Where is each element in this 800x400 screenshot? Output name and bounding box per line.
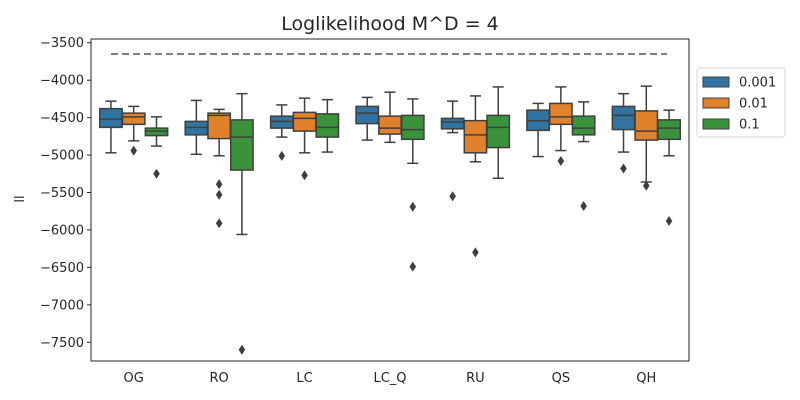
box-QH-0.001 xyxy=(611,92,636,174)
box-LC-0.1 xyxy=(315,98,340,153)
box-RU-0.01 xyxy=(463,95,488,258)
plot-area: −3500 −4000 −4500 −5000 −5500 −6000 −6500 −7000… xyxy=(40,36,681,386)
box-body xyxy=(355,105,380,125)
box-body xyxy=(230,119,254,171)
outlier-point xyxy=(557,156,565,167)
box-body xyxy=(99,107,123,129)
box-QS-0.01 xyxy=(548,86,573,167)
y-axis-label: ll xyxy=(13,195,28,202)
legend-label: 0.1 xyxy=(739,118,760,133)
outlier-point xyxy=(278,150,286,161)
x-tick-label: QH xyxy=(636,371,656,386)
box-QS-0.001 xyxy=(526,102,550,158)
outlier-point xyxy=(665,215,673,226)
y-tick-label: −7000 xyxy=(40,298,84,313)
x-tick-label: LC_Q xyxy=(373,371,406,386)
box-body xyxy=(548,102,573,126)
legend-label: 0.001 xyxy=(739,76,776,91)
box-LC-0.001 xyxy=(269,104,294,161)
y-tick-label: −6000 xyxy=(40,223,84,238)
box-LC_Q-0.001 xyxy=(355,96,380,141)
y-tick-label: −7500 xyxy=(40,336,84,351)
legend-swatch xyxy=(702,76,730,88)
box-body xyxy=(207,112,232,140)
box-body xyxy=(440,117,465,130)
x-tick-label: QS xyxy=(552,371,570,386)
outlier-point xyxy=(580,200,587,211)
x-tick-label: RU xyxy=(466,371,485,386)
box-LC_Q-0.1 xyxy=(400,98,425,272)
box-LC_Q-0.01 xyxy=(378,91,402,144)
chart-title: Loglikelihood M^D = 4 xyxy=(281,13,499,35)
box-RO-0.1 xyxy=(230,92,254,355)
box-body xyxy=(292,111,317,132)
outlier-point xyxy=(620,163,627,174)
outlier-point xyxy=(215,179,223,190)
outlier-point xyxy=(472,247,479,258)
box-body xyxy=(463,119,488,154)
box-body xyxy=(657,119,681,141)
box-body xyxy=(571,115,596,136)
y-tick-label: −6500 xyxy=(40,261,84,276)
box-body xyxy=(315,113,340,138)
box-body xyxy=(400,114,425,141)
outlier-point xyxy=(642,180,650,191)
outlier-point xyxy=(409,201,417,212)
box-RO-0.01 xyxy=(207,108,232,229)
y-tick-label: −4000 xyxy=(40,74,84,89)
box-QH-0.1 xyxy=(657,109,681,226)
box-body xyxy=(486,114,511,149)
outlier-point xyxy=(238,344,246,355)
y-tick-label: −5500 xyxy=(40,186,84,201)
box-QS-0.1 xyxy=(571,101,596,211)
outlier-point xyxy=(409,261,417,272)
legend-swatch xyxy=(702,118,730,130)
legend: 0.001 0.01 0.1 xyxy=(696,67,786,138)
box-body xyxy=(611,105,636,131)
legend-swatch xyxy=(702,97,730,109)
x-tick-label: LC xyxy=(296,371,312,386)
box-body xyxy=(378,115,402,135)
box-QH-0.01 xyxy=(634,85,659,191)
box-RU-0.001 xyxy=(440,100,465,202)
plot-frame xyxy=(90,38,690,362)
y-tick-label: −5000 xyxy=(40,149,84,164)
box-body xyxy=(634,110,659,141)
y-tick-label: −3500 xyxy=(40,36,84,51)
x-tick-label: OG xyxy=(124,371,144,386)
box-RO-0.001 xyxy=(184,99,209,156)
outlier-point xyxy=(301,170,308,181)
outlier-point xyxy=(215,218,223,229)
y-tick-label: −4500 xyxy=(40,111,84,126)
box-LC-0.01 xyxy=(292,97,317,181)
box-OG-0.1 xyxy=(144,116,169,179)
x-tick-label: RO xyxy=(210,371,229,386)
box-OG-0.01 xyxy=(121,105,146,156)
box-OG-0.001 xyxy=(99,100,123,154)
box-RU-0.1 xyxy=(486,86,511,180)
legend-label: 0.01 xyxy=(739,97,768,112)
outlier-point xyxy=(153,168,160,179)
box-body xyxy=(121,112,146,126)
outlier-point xyxy=(215,189,223,200)
outlier-point xyxy=(130,145,138,156)
outlier-point xyxy=(449,191,456,202)
